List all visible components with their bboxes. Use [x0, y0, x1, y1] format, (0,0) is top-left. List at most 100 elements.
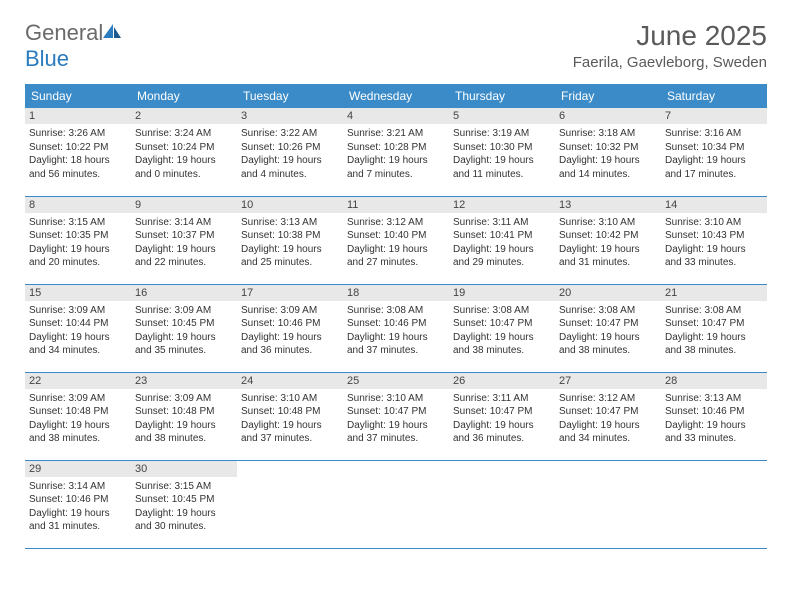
day-number: 3: [241, 110, 339, 122]
day-cell: 18Sunrise: 3:08 AMSunset: 10:46 PMDaylig…: [343, 284, 449, 372]
day-cell: 23Sunrise: 3:09 AMSunset: 10:48 PMDaylig…: [131, 372, 237, 460]
day-number: 20: [559, 287, 657, 299]
sunset-text: Sunset: 10:32 PM: [559, 141, 657, 155]
day-content: Sunrise: 3:24 AMSunset: 10:24 PMDaylight…: [135, 127, 233, 181]
sunrise-text: Sunrise: 3:14 AM: [135, 216, 233, 230]
sunrise-text: Sunrise: 3:18 AM: [559, 127, 657, 141]
sunrise-text: Sunrise: 3:10 AM: [559, 216, 657, 230]
logo: GeneralBlue: [25, 20, 123, 72]
daylight-text: Daylight: 19 hours and 38 minutes.: [665, 331, 763, 358]
day-number: 28: [665, 375, 763, 387]
sunrise-text: Sunrise: 3:26 AM: [29, 127, 127, 141]
day-number-wrap: 4: [343, 108, 449, 124]
day-number-wrap: 24: [237, 373, 343, 389]
day-number-wrap: 2: [131, 108, 237, 124]
day-number-wrap: 23: [131, 373, 237, 389]
day-number-wrap: 6: [555, 108, 661, 124]
calendar-table: SundayMondayTuesdayWednesdayThursdayFrid…: [25, 84, 767, 549]
daylight-text: Daylight: 19 hours and 34 minutes.: [559, 419, 657, 446]
day-number: 30: [135, 463, 233, 475]
daylight-text: Daylight: 19 hours and 38 minutes.: [453, 331, 551, 358]
daylight-text: Daylight: 19 hours and 34 minutes.: [29, 331, 127, 358]
day-cell: 2 Sunrise: 3:24 AMSunset: 10:24 PMDayligh…: [131, 108, 237, 196]
day-cell: 22Sunrise: 3:09 AMSunset: 10:48 PMDaylig…: [25, 372, 131, 460]
daylight-text: Daylight: 19 hours and 14 minutes.: [559, 154, 657, 181]
day-header-tuesday: Tuesday: [237, 84, 343, 108]
day-number: 1: [29, 110, 127, 122]
sunset-text: Sunset: 10:46 PM: [241, 317, 339, 331]
day-cell: 9 Sunrise: 3:14 AMSunset: 10:37 PMDayligh…: [131, 196, 237, 284]
day-number-wrap: 13: [555, 197, 661, 213]
sunset-text: Sunset: 10:47 PM: [453, 317, 551, 331]
month-title: June 2025: [573, 20, 767, 52]
sunrise-text: Sunrise: 3:21 AM: [347, 127, 445, 141]
day-number-wrap: 17: [237, 285, 343, 301]
sunset-text: Sunset: 10:46 PM: [665, 405, 763, 419]
sunrise-text: Sunrise: 3:08 AM: [347, 304, 445, 318]
day-cell: 7Sunrise: 3:16 AMSunset: 10:34 PMDayligh…: [661, 108, 767, 196]
day-cell: 16Sunrise: 3:09 AMSunset: 10:45 PMDaylig…: [131, 284, 237, 372]
day-header-sunday: Sunday: [25, 84, 131, 108]
day-content: Sunrise: 3:09 AMSunset: 10:48 PMDaylight…: [29, 392, 127, 446]
day-number-wrap: 16: [131, 285, 237, 301]
sunrise-text: Sunrise: 3:09 AM: [135, 392, 233, 406]
day-cell: 4 Sunrise: 3:21 AMSunset: 10:28 PMDayligh…: [343, 108, 449, 196]
day-cell: 13Sunrise: 3:10 AMSunset: 10:42 PMDaylig…: [555, 196, 661, 284]
day-number: 9: [135, 199, 233, 211]
sunrise-text: Sunrise: 3:22 AM: [241, 127, 339, 141]
day-cell: 3Sunrise: 3:22 AMSunset: 10:26 PMDayligh…: [237, 108, 343, 196]
daylight-text: Daylight: 19 hours and 37 minutes.: [241, 419, 339, 446]
day-cell: 29Sunrise: 3:14 AMSunset: 10:46 PMDaylig…: [25, 460, 131, 548]
daylight-text: Daylight: 19 hours and 38 minutes.: [559, 331, 657, 358]
week-row: 29 Sunrise: 3:14 AMSunset: 10:46 PM Daylig…: [25, 460, 767, 548]
sunset-text: Sunset: 10:37 PM: [135, 229, 233, 243]
day-cell: 1Sunrise: 3:26 AMSunset: 10:22 PMDayligh…: [25, 108, 131, 196]
day-number: 6: [559, 110, 657, 122]
daylight-text: Daylight: 19 hours and 22 minutes.: [135, 243, 233, 270]
daylight-text: Daylight: 19 hours and 31 minutes.: [559, 243, 657, 270]
day-content: Sunrise: 3:21 AMSunset: 10:28 PMDaylight…: [347, 127, 445, 181]
day-cell: 20 Sunrise: 3:08 AMSunset: 10:47 PMDaylig…: [555, 284, 661, 372]
day-number: 25: [347, 375, 445, 387]
day-number-wrap: 20: [555, 285, 661, 301]
sunrise-text: Sunrise: 3:08 AM: [559, 304, 657, 318]
sunrise-text: Sunrise: 3:09 AM: [135, 304, 233, 318]
sunrise-text: Sunrise: 3:10 AM: [347, 392, 445, 406]
location-text: Faerila, Gaevleborg, Sweden: [573, 54, 767, 71]
day-number-wrap: 19: [449, 285, 555, 301]
day-cell: 28Sunrise: 3:13 AMSunset: 10:46 PMDaylig…: [661, 372, 767, 460]
sunrise-text: Sunrise: 3:14 AM: [29, 480, 127, 494]
day-number: 8: [29, 199, 127, 211]
week-row: 1Sunrise: 3:26 AMSunset: 10:22 PMDayligh…: [25, 108, 767, 196]
week-row: 22Sunrise: 3:09 AMSunset: 10:48 PMDaylig…: [25, 372, 767, 460]
day-number: 23: [135, 375, 233, 387]
day-cell: 17Sunrise: 3:09 AMSunset: 10:46 PMDaylig…: [237, 284, 343, 372]
daylight-text: Daylight: 19 hours and 7 minutes.: [347, 154, 445, 181]
sunset-text: Sunset: 10:48 PM: [29, 405, 127, 419]
daylight-text: Daylight: 19 hours and 30 minutes.: [135, 507, 233, 534]
day-number: 29: [29, 463, 127, 475]
daylight-text: Daylight: 19 hours and 0 minutes.: [135, 154, 233, 181]
day-content: Sunrise: 3:08 AMSunset: 10:47 PMDaylight…: [559, 304, 657, 358]
sunset-text: Sunset: 10:24 PM: [135, 141, 233, 155]
day-number-wrap: 5: [449, 108, 555, 124]
sunset-text: Sunset: 10:46 PM: [29, 493, 127, 507]
sunset-text: Sunset: 10:46 PM: [347, 317, 445, 331]
day-header-row: SundayMondayTuesdayWednesdayThursdayFrid…: [25, 84, 767, 108]
sunset-text: Sunset: 10:34 PM: [665, 141, 763, 155]
day-cell: 11Sunrise: 3:12 AMSunset: 10:40 PMDaylig…: [343, 196, 449, 284]
day-cell: 15Sunrise: 3:09 AMSunset: 10:44 PMDaylig…: [25, 284, 131, 372]
day-number: 27: [559, 375, 657, 387]
day-header-saturday: Saturday: [661, 84, 767, 108]
sunset-text: Sunset: 10:28 PM: [347, 141, 445, 155]
day-number-wrap: 3: [237, 108, 343, 124]
sunset-text: Sunset: 10:47 PM: [347, 405, 445, 419]
daylight-text: Daylight: 19 hours and 33 minutes.: [665, 419, 763, 446]
empty-cell: [237, 460, 343, 548]
day-cell: 12Sunrise: 3:11 AMSunset: 10:41 PMDaylig…: [449, 196, 555, 284]
day-number: 21: [665, 287, 763, 299]
day-number-wrap: 8: [25, 197, 131, 213]
day-content: Sunrise: 3:15 AMSunset: 10:35 PMDaylight…: [29, 216, 127, 270]
day-number: 17: [241, 287, 339, 299]
sunset-text: Sunset: 10:26 PM: [241, 141, 339, 155]
